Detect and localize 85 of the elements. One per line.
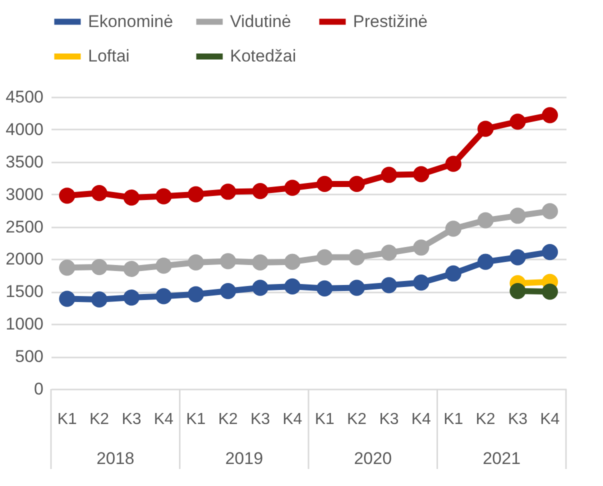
x-tick-label: K1 xyxy=(444,411,464,428)
y-tick-label: 0 xyxy=(34,380,44,398)
point xyxy=(316,280,333,296)
point xyxy=(542,107,558,124)
point xyxy=(123,260,140,277)
point xyxy=(252,254,268,271)
point xyxy=(252,183,268,200)
legend-label: Vidutinė xyxy=(230,12,292,31)
x-tick-label: K1 xyxy=(314,411,334,428)
point xyxy=(316,176,333,192)
y-tick-label: 4500 xyxy=(6,88,44,106)
point xyxy=(510,208,526,224)
y-tick-label: 3500 xyxy=(6,152,44,172)
point xyxy=(156,258,172,274)
point xyxy=(380,166,398,183)
point xyxy=(413,166,430,182)
legend-label: Kotedžai xyxy=(230,46,296,66)
legend-label: Loftai xyxy=(88,46,130,66)
point xyxy=(284,180,300,196)
point xyxy=(348,249,365,266)
point xyxy=(348,280,365,296)
x-tick-label: K1 xyxy=(57,411,77,428)
point xyxy=(445,156,462,172)
point xyxy=(220,184,236,200)
x-tick-label: K4 xyxy=(540,411,560,428)
point xyxy=(188,254,204,271)
x-tick-label: K2 xyxy=(476,411,496,428)
x-tick-label: K3 xyxy=(508,411,528,428)
point xyxy=(316,249,333,266)
y-tick-label: 4000 xyxy=(6,120,44,139)
point xyxy=(91,291,108,308)
x-tick-label: K4 xyxy=(282,411,302,428)
point xyxy=(445,265,462,282)
x-tick-label: K2 xyxy=(218,411,238,428)
text: 2019 xyxy=(225,449,264,468)
point xyxy=(477,120,494,137)
point xyxy=(510,114,526,130)
x-tick-label: K4 xyxy=(411,411,432,428)
y-tick-label: 500 xyxy=(15,347,44,366)
x-tick-label: K3 xyxy=(250,411,270,428)
point xyxy=(413,274,430,291)
point xyxy=(445,220,462,237)
point xyxy=(91,258,108,276)
text: 2021 xyxy=(482,449,521,468)
legend-label: Prestižinė xyxy=(353,12,428,31)
text: 2018 xyxy=(96,449,134,468)
y-tick-label: 1000 xyxy=(6,314,44,334)
point xyxy=(477,212,494,228)
point xyxy=(510,282,526,300)
legend-label: Ekonominė xyxy=(88,12,174,31)
point xyxy=(252,280,268,296)
y-tick-label: 3000 xyxy=(6,184,44,204)
point xyxy=(59,290,76,307)
point xyxy=(59,188,76,204)
y-tick-label: 2500 xyxy=(6,217,44,236)
point xyxy=(284,254,300,270)
point xyxy=(542,284,558,300)
point xyxy=(91,184,108,202)
y-tick-label: 1500 xyxy=(6,282,44,302)
point xyxy=(284,278,300,295)
x-tick-label: K4 xyxy=(154,411,174,428)
point xyxy=(123,289,140,306)
point xyxy=(542,203,558,220)
point xyxy=(380,244,398,261)
point xyxy=(156,188,172,204)
point xyxy=(510,249,526,266)
x-tick-label: K1 xyxy=(186,411,206,428)
point xyxy=(188,186,204,202)
x-tick-label: K3 xyxy=(122,411,142,428)
point xyxy=(123,190,140,206)
point xyxy=(413,239,430,256)
point xyxy=(188,286,204,302)
point xyxy=(220,253,236,270)
point xyxy=(156,288,172,304)
point xyxy=(220,282,236,300)
y-tick-label: 2000 xyxy=(6,250,44,269)
x-tick-label: K2 xyxy=(89,411,110,428)
point xyxy=(477,254,494,270)
point xyxy=(59,260,76,276)
x-tick-label: K3 xyxy=(379,411,399,428)
x-tick-label: K2 xyxy=(346,411,367,428)
point xyxy=(380,277,398,294)
point xyxy=(542,244,558,260)
point xyxy=(348,176,365,192)
text: 2020 xyxy=(354,449,392,468)
